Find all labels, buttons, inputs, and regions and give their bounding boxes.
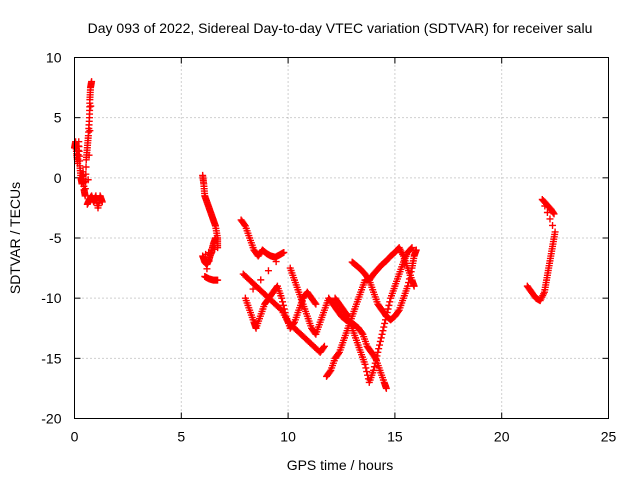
- data-point: [372, 356, 380, 364]
- data-point: [241, 221, 249, 229]
- data-point: [98, 198, 106, 206]
- data-point: [376, 337, 384, 345]
- x-tick-label: 5: [177, 429, 185, 445]
- data-point: [280, 248, 288, 256]
- data-point: [320, 342, 328, 350]
- y-axis-label: SDTVAR / TECUs: [7, 182, 23, 294]
- data-point: [211, 234, 219, 242]
- data-point: [394, 307, 402, 315]
- data-point: [86, 127, 94, 135]
- data-point: [382, 316, 390, 324]
- data-point: [81, 192, 89, 200]
- grid: [74, 57, 609, 419]
- data-point: [362, 364, 370, 372]
- data-point: [377, 334, 385, 342]
- data-point: [378, 330, 386, 338]
- data-point: [407, 245, 415, 253]
- data-point: [376, 341, 384, 349]
- y-tick-label: -20: [41, 411, 61, 427]
- data-series-4: [239, 270, 328, 356]
- data-series-9: [523, 195, 559, 305]
- data-point: [312, 300, 320, 308]
- data-series-1: [71, 78, 106, 212]
- data-point: [412, 246, 420, 254]
- y-tick-label: 10: [46, 50, 62, 66]
- data-point: [276, 305, 284, 313]
- data-point: [408, 244, 416, 252]
- plot-border: [74, 57, 609, 419]
- data-point: [410, 282, 418, 290]
- data-point: [82, 163, 90, 171]
- data-point: [311, 299, 319, 307]
- x-tick-label: 25: [601, 429, 617, 445]
- data-point: [371, 359, 379, 367]
- data-point: [379, 327, 387, 335]
- data-point: [272, 258, 280, 266]
- data-point: [370, 366, 378, 374]
- data-point: [84, 176, 92, 184]
- data-series-2: [199, 171, 222, 284]
- x-tick-label: 20: [494, 429, 510, 445]
- y-tick-label: 5: [54, 110, 62, 126]
- data-point: [382, 312, 390, 320]
- data-point: [358, 329, 366, 337]
- data-series-5: [286, 264, 390, 392]
- data-point: [82, 170, 90, 178]
- data-point: [373, 352, 381, 360]
- data-points: [71, 78, 559, 392]
- data-point: [375, 345, 383, 353]
- data-point: [209, 242, 217, 250]
- y-tick-label: -10: [41, 290, 61, 306]
- data-point: [385, 301, 393, 309]
- data-point: [88, 78, 96, 86]
- data-point: [363, 368, 371, 376]
- data-point: [361, 360, 369, 368]
- data-point: [370, 363, 378, 371]
- tick-labels: 0 5 10 15 20 25 -20 -15 -10 -5 0 5 10: [41, 50, 616, 445]
- data-point: [343, 311, 351, 319]
- data-point: [546, 215, 554, 223]
- data-point: [335, 350, 343, 358]
- data-point: [87, 102, 95, 110]
- x-tick-label: 15: [387, 429, 403, 445]
- y-tick-label: -15: [41, 350, 61, 366]
- data-series-8: [348, 244, 418, 290]
- data-point: [264, 267, 272, 275]
- data-point: [550, 210, 558, 218]
- data-point: [549, 221, 557, 229]
- y-tick-label: 0: [54, 170, 62, 186]
- data-point: [386, 298, 394, 306]
- data-point: [404, 282, 412, 290]
- data-point: [207, 249, 215, 257]
- data-point: [320, 344, 328, 352]
- data-point: [382, 384, 390, 392]
- data-point: [326, 368, 334, 376]
- data-point: [278, 294, 286, 302]
- data-point: [81, 185, 89, 193]
- data-point: [257, 276, 265, 284]
- data-point: [205, 257, 213, 265]
- data-point: [85, 151, 93, 159]
- data-point: [383, 309, 391, 317]
- data-series-7: [331, 244, 416, 386]
- data-point: [551, 228, 559, 236]
- data-point: [374, 348, 382, 356]
- chart-title: Day 093 of 2022, Sidereal Day-to-day VTE…: [88, 20, 593, 36]
- data-point: [279, 301, 287, 309]
- data-point: [203, 265, 211, 273]
- data-point: [279, 298, 287, 306]
- x-tick-label: 10: [280, 429, 296, 445]
- data-point: [381, 319, 389, 327]
- x-axis-label: GPS time / hours: [287, 457, 394, 473]
- data-point: [214, 276, 222, 284]
- data-point: [380, 323, 388, 331]
- y-tick-label: -5: [49, 230, 62, 246]
- x-tick-label: 0: [71, 429, 79, 445]
- data-point: [384, 305, 392, 313]
